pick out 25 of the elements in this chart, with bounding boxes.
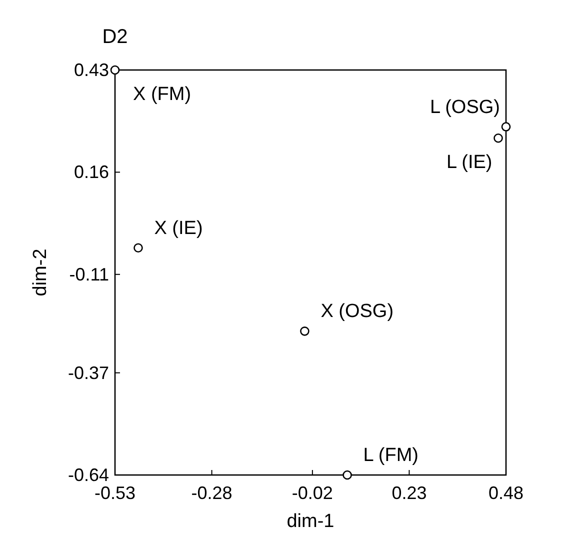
annotation: L (IE) — [446, 152, 492, 174]
point — [501, 122, 511, 132]
x-tick-label: -0.53 — [94, 483, 136, 503]
y-axis-title: dim-2 — [30, 248, 51, 296]
annotation: X (OSG) — [320, 301, 394, 322]
y-tick-label: -0.11 — [69, 264, 109, 284]
y-tick-label: -0.64 — [68, 465, 109, 485]
x-tick-label: 0.23 — [392, 483, 427, 503]
x-tick-label: 0.48 — [488, 483, 524, 503]
y-tick-label: 0.16 — [74, 162, 109, 182]
annotation: L (OSG) — [430, 96, 500, 118]
point — [494, 133, 503, 143]
annotation: X (IE) — [154, 218, 203, 239]
annotation: X (FM) — [133, 84, 192, 105]
point — [134, 243, 143, 253]
point — [342, 470, 352, 480]
annotation: L (FM) — [363, 445, 419, 466]
x-axis-title: dim-1 — [286, 511, 334, 532]
chart-title: D2 — [102, 26, 128, 48]
x-tick-label: -0.02 — [292, 483, 333, 503]
y-tick-label: 0.43 — [74, 60, 109, 80]
x-tick-label: -0.28 — [191, 483, 232, 503]
point — [110, 65, 120, 75]
point — [300, 326, 310, 336]
y-tick-label: -0.37 — [68, 362, 109, 383]
